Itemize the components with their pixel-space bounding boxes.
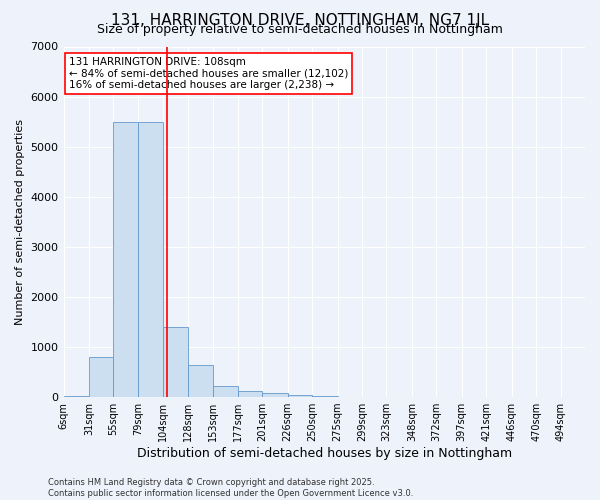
Bar (238, 390, 262, 397)
Y-axis label: Number of semi-detached properties: Number of semi-detached properties (15, 119, 25, 325)
Bar (312, 396, 338, 397)
X-axis label: Distribution of semi-detached houses by size in Nottingham: Distribution of semi-detached houses by … (137, 447, 512, 460)
Bar (213, 386, 238, 397)
Text: 131 HARRINGTON DRIVE: 108sqm
← 84% of semi-detached houses are smaller (12,102)
: 131 HARRINGTON DRIVE: 108sqm ← 84% of se… (69, 57, 348, 90)
Bar (287, 395, 312, 397)
Bar (262, 393, 287, 397)
Text: Contains HM Land Registry data © Crown copyright and database right 2025.
Contai: Contains HM Land Registry data © Crown c… (48, 478, 413, 498)
Bar (64, 396, 89, 397)
Bar (89, 357, 113, 397)
Bar (113, 122, 138, 397)
Bar (163, 327, 188, 397)
Text: 131, HARRINGTON DRIVE, NOTTINGHAM, NG7 1JL: 131, HARRINGTON DRIVE, NOTTINGHAM, NG7 1… (111, 12, 489, 28)
Bar (138, 122, 163, 397)
Bar (188, 364, 213, 397)
Text: Size of property relative to semi-detached houses in Nottingham: Size of property relative to semi-detach… (97, 22, 503, 36)
